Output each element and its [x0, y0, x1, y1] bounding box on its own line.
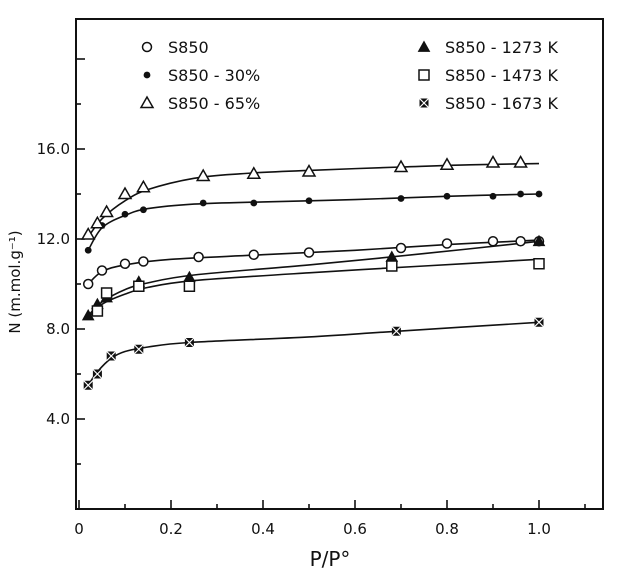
legend: S850 S850 - 30% S850 - 65% S850 - 1273 K S85…: [139, 38, 558, 113]
series-3-point: [117, 186, 133, 200]
plot-frame: [75, 18, 604, 510]
series-3-point: [136, 179, 151, 193]
series-5-point: [91, 305, 104, 317]
legend-label: S850: [168, 38, 209, 57]
series-1-point: [515, 236, 526, 247]
legend-item: S850 - 1273 K: [417, 38, 558, 57]
series-5-point: [386, 260, 398, 272]
series-3-point: [90, 215, 105, 229]
series-3-point: [513, 154, 528, 168]
series-6-point: [184, 337, 195, 348]
series-2-point: [121, 210, 129, 218]
series-1-point: [487, 236, 499, 247]
series-3-point: [485, 154, 501, 168]
series-2-point: [199, 199, 207, 207]
series-2-point: [489, 192, 497, 200]
x-tick-label: 1.0: [527, 520, 551, 538]
series-5-point: [533, 258, 545, 270]
legend-marker: [418, 69, 430, 81]
series-2-point: [250, 199, 258, 207]
legend-label: S850 - 1673 K: [445, 94, 558, 113]
series-3-point: [195, 168, 211, 182]
series-1-fit-curve: [87, 239, 540, 285]
tick-labels: 0 0.2 0.4 0.6 0.8 1.0 4.0 8.0 12.0 16.0: [37, 140, 551, 538]
axis-ticks: [76, 58, 586, 509]
series-1-point: [82, 278, 94, 290]
series-3-point: [301, 163, 317, 177]
series-1-point: [441, 238, 453, 249]
series-2-point: [397, 195, 405, 202]
series-6-point: [133, 344, 144, 355]
series-5-point: [100, 287, 113, 299]
series-1-point: [303, 247, 315, 258]
series-1-point: [96, 265, 108, 276]
series-6-point: [106, 351, 117, 361]
series-2-point: [443, 192, 451, 200]
series-1-point: [193, 251, 204, 263]
series-6-point: [391, 326, 402, 337]
series-4-point: [532, 234, 546, 247]
series-3-fit-curve: [87, 162, 540, 238]
y-tick-label: 4.0: [46, 410, 70, 428]
series-5-point: [133, 280, 145, 292]
legend-item: S850 - 1673 K: [419, 94, 558, 113]
x-tick-label: 0: [74, 520, 84, 538]
y-axis-title: N (m.mol.g⁻¹): [6, 230, 24, 333]
x-tick-label: 0.4: [251, 520, 275, 538]
series-5-fit-curve: [87, 258, 540, 319]
data-points: [80, 154, 546, 391]
series-3-point: [439, 157, 455, 170]
series-5-point: [183, 280, 196, 292]
legend-label: S850 - 1473 K: [445, 66, 558, 85]
series-3-point: [80, 226, 96, 240]
series-3-point: [246, 166, 262, 179]
series-2-point: [535, 190, 543, 198]
legend-label: S850 - 1273 K: [445, 38, 558, 57]
x-tick-label: 0.6: [343, 520, 367, 538]
series-2-point: [517, 190, 524, 198]
series-2-point: [140, 206, 147, 214]
fit-curves: [87, 162, 540, 386]
series-1-point: [138, 256, 149, 267]
legend-item: S850 - 1473 K: [418, 66, 558, 85]
x-tick-label: 0.8: [435, 520, 459, 538]
series-3-point: [393, 159, 409, 173]
legend-label: S850 - 65%: [168, 94, 260, 113]
legend-label: S850 - 30%: [168, 66, 260, 85]
series-2-point: [84, 246, 92, 254]
legend-marker: [419, 98, 429, 108]
legend-marker: [141, 41, 153, 53]
y-tick-label: 12.0: [37, 230, 70, 248]
series-1-point: [395, 242, 407, 254]
legend-item: S850 - 30%: [143, 66, 260, 85]
series-4-point: [81, 308, 95, 321]
legend-item: S850: [141, 38, 209, 57]
legend-marker: [139, 95, 155, 109]
legend-item: S850 - 65%: [139, 94, 260, 113]
series-6-point: [83, 380, 94, 391]
x-axis-title: P/P°: [310, 547, 351, 571]
x-tick-label: 0.2: [159, 520, 183, 538]
series-1-point: [248, 249, 260, 260]
series-2-fit-curve: [87, 193, 540, 251]
series-3-point: [99, 204, 114, 218]
y-tick-label: 8.0: [46, 320, 70, 338]
legend-marker: [417, 40, 431, 52]
legend-marker: [143, 71, 151, 79]
series-1-point: [119, 258, 131, 269]
y-tick-label: 16.0: [37, 140, 70, 158]
series-6-fit-curve: [87, 321, 540, 386]
plot-border: [75, 18, 604, 510]
series-6-point: [92, 369, 103, 379]
series-2-point: [305, 197, 313, 205]
series-6-point: [534, 317, 544, 328]
